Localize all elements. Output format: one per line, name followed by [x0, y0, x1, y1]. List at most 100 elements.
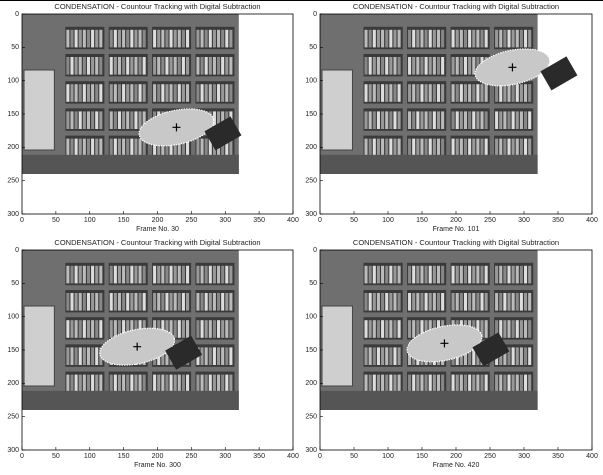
x-tick-label: 400 — [287, 217, 299, 224]
y-tick-label: 50 — [11, 44, 19, 51]
book — [134, 266, 137, 284]
book — [373, 57, 376, 75]
book — [528, 375, 531, 393]
book — [437, 30, 440, 48]
book — [441, 84, 444, 102]
book — [70, 111, 73, 129]
book — [95, 293, 98, 311]
book — [441, 57, 444, 75]
book — [209, 84, 212, 102]
book — [126, 111, 129, 129]
book — [516, 347, 519, 365]
book — [481, 266, 484, 284]
book — [201, 293, 204, 311]
book — [118, 375, 121, 393]
book — [110, 139, 113, 157]
book — [425, 57, 428, 75]
book — [170, 30, 173, 48]
y-tick-label: 100 — [305, 78, 317, 85]
book — [481, 375, 484, 393]
book — [143, 293, 146, 311]
book — [512, 84, 515, 102]
book — [217, 293, 220, 311]
book — [95, 111, 98, 129]
book — [66, 320, 69, 338]
y-tick-label: 100 — [7, 314, 19, 321]
book — [79, 375, 82, 393]
book — [153, 84, 156, 102]
book — [365, 347, 368, 365]
book — [429, 111, 432, 129]
book — [452, 266, 455, 284]
book — [161, 293, 164, 311]
book — [389, 111, 392, 129]
book — [229, 57, 232, 75]
book — [381, 320, 384, 338]
book — [130, 57, 133, 75]
panel-title: CONDENSATION - Countour Tracking with Di… — [54, 2, 260, 11]
book — [201, 30, 204, 48]
book — [126, 57, 129, 75]
book — [110, 266, 113, 284]
book — [507, 320, 510, 338]
book — [412, 111, 415, 129]
book — [516, 293, 519, 311]
book — [408, 84, 411, 102]
book — [476, 111, 479, 129]
book — [79, 139, 82, 157]
book — [393, 347, 396, 365]
book — [377, 57, 380, 75]
x-tick-label: 100 — [84, 217, 96, 224]
book — [472, 266, 475, 284]
book — [91, 57, 94, 75]
x-tick-label: 300 — [518, 217, 530, 224]
book — [476, 84, 479, 102]
video-frame — [320, 250, 538, 410]
book — [377, 293, 380, 311]
book — [221, 347, 224, 365]
book — [165, 375, 168, 393]
x-tick-label: 0 — [20, 217, 24, 224]
book — [66, 111, 69, 129]
book — [87, 375, 90, 393]
book — [520, 320, 523, 338]
book — [377, 347, 380, 365]
book — [110, 375, 113, 393]
book — [217, 375, 220, 393]
book — [91, 375, 94, 393]
video-frame — [22, 14, 241, 174]
book — [408, 139, 411, 157]
book — [91, 266, 94, 284]
book — [524, 375, 527, 393]
book — [122, 266, 125, 284]
book — [139, 30, 142, 48]
book — [139, 57, 142, 75]
floor — [22, 155, 239, 174]
book — [70, 57, 73, 75]
book — [217, 57, 220, 75]
book — [205, 375, 208, 393]
book — [110, 30, 113, 48]
book — [83, 347, 86, 365]
book — [385, 375, 388, 393]
book — [87, 84, 90, 102]
book — [528, 266, 531, 284]
book — [83, 139, 86, 157]
book — [381, 375, 384, 393]
book — [182, 375, 185, 393]
book — [365, 293, 368, 311]
book — [495, 84, 498, 102]
book — [507, 30, 510, 48]
book — [178, 57, 181, 75]
book — [464, 139, 467, 157]
book — [365, 320, 368, 338]
book — [174, 30, 177, 48]
book — [433, 375, 436, 393]
book — [110, 57, 113, 75]
book — [524, 139, 527, 157]
book — [161, 84, 164, 102]
book — [209, 347, 212, 365]
y-tick-label: 250 — [7, 414, 19, 421]
book — [186, 266, 189, 284]
book — [66, 375, 69, 393]
